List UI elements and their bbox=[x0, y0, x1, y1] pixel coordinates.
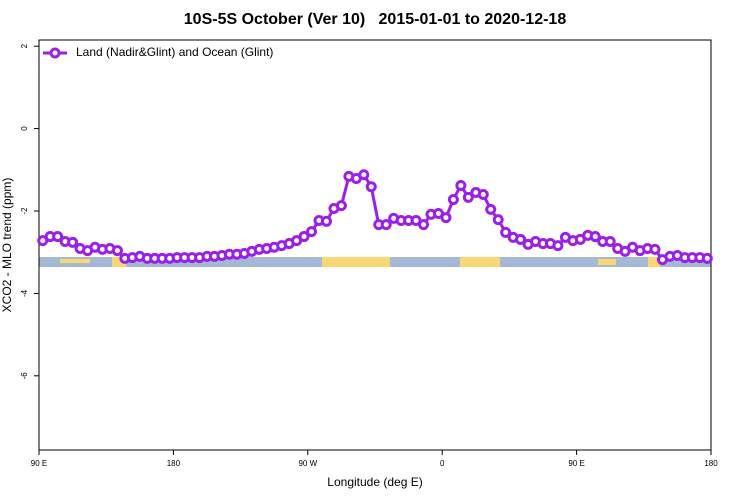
x-tick-label: 90 W bbox=[298, 459, 317, 468]
data-point bbox=[492, 214, 504, 226]
data-point bbox=[477, 189, 489, 201]
data-point bbox=[365, 181, 377, 193]
data-point bbox=[298, 231, 310, 243]
data-point bbox=[515, 233, 527, 245]
x-tick-label: 0 bbox=[440, 459, 445, 468]
data-point bbox=[485, 203, 497, 215]
data-point bbox=[380, 219, 392, 231]
data-point bbox=[604, 235, 616, 247]
data-point bbox=[358, 169, 370, 181]
legend-marker bbox=[49, 47, 61, 59]
data-point bbox=[649, 243, 661, 255]
x-tick-label: 180 bbox=[704, 459, 718, 468]
data-point bbox=[111, 245, 123, 257]
x-axis-label: Longitude (deg E) bbox=[327, 475, 422, 489]
land-patch bbox=[112, 257, 126, 267]
data-point bbox=[67, 236, 79, 248]
land-patch bbox=[648, 257, 660, 267]
data-point bbox=[447, 193, 459, 205]
data-point bbox=[462, 191, 474, 203]
y-axis-label: XCO2 - MLO trend (ppm) bbox=[0, 178, 14, 313]
legend-label: Land (Nadir&Glint) and Ocean (Glint) bbox=[76, 45, 273, 59]
data-point bbox=[589, 231, 601, 243]
data-point bbox=[335, 200, 347, 212]
data-point bbox=[455, 179, 467, 191]
map-strip bbox=[39, 257, 711, 267]
land-patch bbox=[322, 257, 390, 267]
x-tick-label: 180 bbox=[167, 459, 181, 468]
plot-frame bbox=[38, 39, 712, 451]
x-tick-label: 90 E bbox=[568, 459, 584, 468]
land-patch bbox=[460, 257, 500, 267]
data-point bbox=[500, 226, 512, 238]
x-tick-label: 90 E bbox=[31, 459, 47, 468]
y-tick-label: 2 bbox=[20, 43, 29, 48]
data-point bbox=[440, 212, 452, 224]
y-tick-label: 0 bbox=[20, 126, 29, 131]
y-tick-label: -4 bbox=[20, 289, 29, 297]
y-tick-label: -6 bbox=[20, 372, 29, 380]
data-point bbox=[701, 252, 713, 264]
data-point bbox=[418, 219, 430, 231]
y-tick-label: -2 bbox=[20, 207, 29, 215]
data-point bbox=[552, 240, 564, 252]
data-point bbox=[52, 231, 64, 243]
land-patch bbox=[598, 259, 616, 265]
land-patch bbox=[60, 259, 90, 263]
data-point bbox=[306, 226, 318, 238]
data-point bbox=[320, 215, 332, 227]
chart-title: 10S-5S October (Ver 10) 2015-01-01 to 20… bbox=[184, 11, 567, 28]
